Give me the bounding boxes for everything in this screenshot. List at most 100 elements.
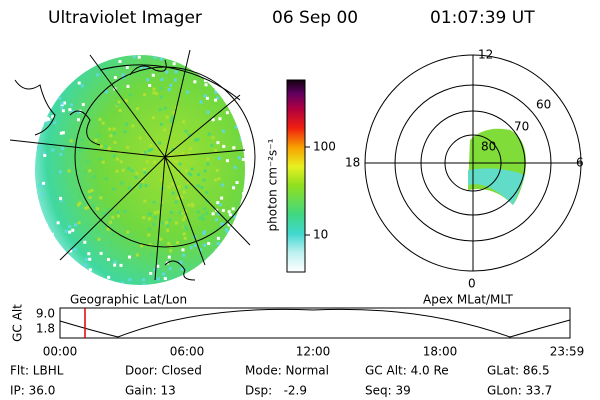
- speckle: [141, 151, 145, 155]
- speckle: [43, 243, 47, 247]
- speckle: [181, 248, 185, 252]
- speckle: [142, 278, 146, 282]
- speckle: [123, 209, 127, 213]
- speckle: [176, 241, 180, 245]
- speckle: [57, 74, 61, 78]
- mlt-label: 0: [468, 277, 476, 291]
- speckle: [124, 122, 128, 126]
- speckle: [211, 212, 215, 216]
- mlat-label: 60: [536, 98, 551, 112]
- speckle: [131, 124, 135, 128]
- colorbar-label: photon cm⁻²s⁻¹: [266, 138, 280, 231]
- colorbar-tick: 100: [313, 140, 336, 154]
- speckle: [149, 147, 153, 151]
- speckle: [124, 99, 128, 103]
- speckle: [87, 189, 91, 193]
- speckle: [215, 168, 219, 172]
- speckle: [128, 93, 132, 97]
- speckle: [43, 154, 47, 158]
- speckle: [215, 248, 219, 252]
- x-label: 18:00: [423, 345, 458, 359]
- speckle: [119, 160, 123, 164]
- speckle: [203, 207, 207, 211]
- speckle: [221, 222, 225, 226]
- y-label: 9.0: [36, 307, 55, 321]
- colorbar-tick: 10: [313, 228, 328, 242]
- info-field: Door: Closed: [125, 364, 202, 378]
- speckle: [37, 274, 41, 278]
- speckle: [152, 91, 156, 95]
- caption: Apex MLat/MLT: [423, 293, 513, 307]
- speckle: [224, 98, 228, 102]
- speckle: [142, 216, 146, 220]
- speckle: [239, 137, 243, 141]
- speckle: [109, 220, 113, 224]
- speckle: [107, 148, 111, 152]
- speckle: [207, 132, 211, 136]
- speckle: [214, 148, 218, 152]
- speckle: [225, 67, 229, 71]
- speckle: [186, 180, 190, 184]
- speckle: [162, 272, 166, 276]
- speckle: [198, 248, 202, 252]
- mlt-label: 6: [576, 156, 584, 170]
- speckle: [128, 186, 132, 190]
- speckle: [219, 275, 223, 279]
- speckle: [85, 145, 89, 149]
- speckle: [240, 101, 244, 105]
- speckle: [177, 185, 181, 189]
- speckle: [188, 147, 192, 151]
- speckle: [153, 268, 157, 272]
- speckle: [190, 202, 194, 206]
- speckle: [147, 233, 151, 237]
- date: 06 Sep 00: [272, 8, 358, 28]
- speckle: [159, 57, 163, 61]
- speckle: [178, 211, 182, 215]
- speckle: [76, 110, 80, 114]
- speckle: [146, 78, 150, 82]
- speckle: [237, 156, 241, 160]
- speckle: [35, 196, 39, 200]
- speckle: [167, 88, 171, 92]
- speckle: [108, 127, 112, 131]
- speckle: [83, 171, 87, 175]
- speckle: [46, 120, 50, 124]
- speckle: [132, 55, 136, 59]
- speckle: [51, 115, 55, 119]
- speckle: [104, 177, 108, 181]
- speckle: [206, 157, 210, 161]
- speckle: [83, 263, 87, 267]
- speckle: [208, 264, 212, 268]
- x-label: 00:00: [43, 345, 78, 359]
- speckle: [42, 86, 46, 90]
- speckle: [186, 90, 190, 94]
- speckle: [88, 196, 92, 200]
- speckle: [121, 168, 125, 172]
- speckle: [232, 146, 236, 150]
- speckle: [40, 108, 44, 112]
- speckle: [61, 147, 65, 151]
- speckle: [190, 167, 194, 171]
- mlt-label: 12: [478, 48, 493, 62]
- speckle: [135, 171, 139, 175]
- speckle: [49, 248, 53, 252]
- speckle: [204, 83, 208, 87]
- speckle: [164, 220, 168, 224]
- speckle: [213, 178, 217, 182]
- speckle: [36, 64, 40, 68]
- speckle: [171, 191, 175, 195]
- speckle: [112, 127, 116, 131]
- speckle: [128, 255, 132, 259]
- speckle: [184, 169, 188, 173]
- x-label: 12:00: [296, 345, 331, 359]
- speckle: [203, 169, 207, 173]
- speckle: [187, 203, 191, 207]
- speckle: [219, 81, 223, 85]
- speckle: [171, 148, 175, 152]
- speckle: [70, 72, 74, 76]
- speckle: [227, 210, 231, 214]
- speckle: [35, 247, 39, 251]
- speckle: [51, 148, 55, 152]
- speckle: [42, 181, 46, 185]
